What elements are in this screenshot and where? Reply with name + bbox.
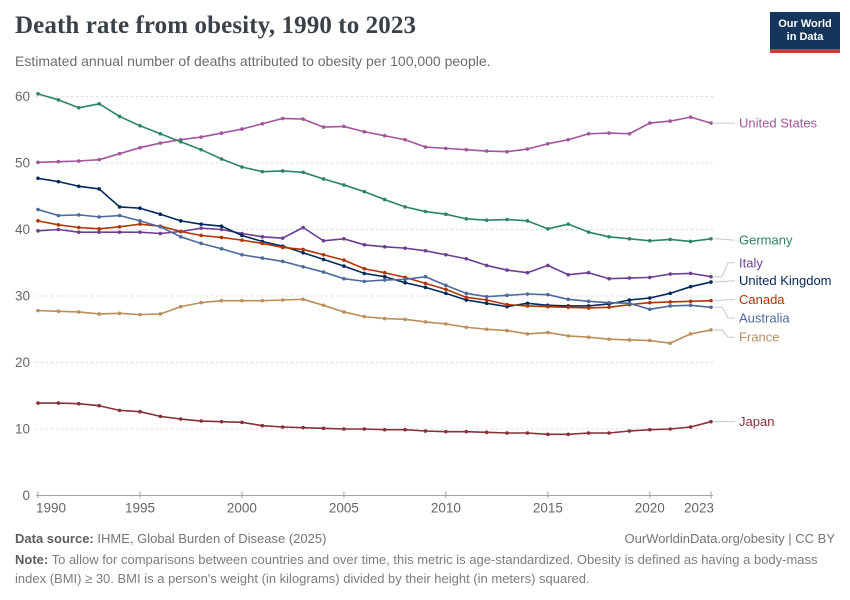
legend-label-australia[interactable]: Australia [739, 310, 790, 325]
gridlines [36, 96, 713, 430]
x-axis: 1990 1995 2000 2005 2010 2015 2020 2023 [36, 491, 714, 516]
series-germany[interactable] [36, 92, 713, 244]
plot-area[interactable]: 0 10 20 30 40 50 60 1990 1995 2000 2005 2010 2015 202… [0, 75, 850, 535]
chart-subtitle: Estimated annual number of deaths attrib… [15, 53, 491, 69]
note-text: To allow for comparisons between countri… [15, 552, 818, 586]
line-japan[interactable] [38, 402, 712, 436]
page-title: Death rate from obesity, 1990 to 2023 [15, 12, 417, 39]
series-italy[interactable] [36, 225, 713, 281]
legend-connector-germany [713, 238, 736, 241]
owid-url-link[interactable]: OurWorldinData.org/obesity | CC BY [624, 531, 836, 546]
series-france[interactable] [36, 297, 713, 346]
svg-text:2015: 2015 [533, 501, 563, 516]
legend-label-united-kingdom[interactable]: United Kingdom [739, 273, 832, 288]
line-france[interactable] [37, 298, 712, 345]
line-united-kingdom[interactable] [37, 177, 712, 308]
line-united-states[interactable] [37, 116, 712, 164]
data-source-value[interactable]: IHME, Global Burden of Disease (2025) [97, 531, 327, 546]
svg-text:10: 10 [15, 422, 30, 437]
svg-text:2020: 2020 [635, 501, 665, 516]
svg-text:1995: 1995 [125, 501, 155, 516]
data-source-label: Data source: [15, 531, 94, 546]
legend-label-italy[interactable]: Italy [739, 255, 763, 270]
series-united-states[interactable] [36, 115, 713, 165]
legend-connector-italy [714, 262, 735, 278]
data-source-line: Data source: IHME, Global Burden of Dise… [15, 531, 326, 546]
legend-label-japan[interactable]: Japan [739, 414, 774, 429]
series-japan[interactable] [36, 401, 713, 437]
svg-text:2000: 2000 [227, 501, 257, 516]
owid-logo-line2: in Data [786, 31, 824, 43]
svg-text:60: 60 [15, 89, 30, 104]
svg-text:2005: 2005 [329, 501, 359, 516]
note-label: Note: [15, 552, 49, 567]
svg-text:40: 40 [15, 222, 30, 237]
legend-label-canada[interactable]: Canada [739, 292, 785, 307]
legend-connector-canada [713, 298, 736, 302]
svg-text:50: 50 [15, 156, 30, 171]
series-australia[interactable] [36, 207, 713, 312]
svg-text:0: 0 [22, 488, 30, 503]
svg-text:2023: 2023 [684, 501, 714, 516]
chart-note: Note: To allow for comparisons between c… [15, 550, 835, 588]
series-canada[interactable] [36, 219, 713, 310]
legend-connector-france [714, 329, 735, 338]
series-united-kingdom[interactable] [36, 176, 713, 309]
line-canada[interactable] [37, 220, 712, 309]
line-chart-canvas[interactable]: 0 10 20 30 40 50 60 1990 1995 2000 2005 2010 2015 202… [0, 75, 850, 535]
line-germany[interactable] [37, 93, 712, 243]
svg-text:20: 20 [15, 355, 30, 370]
y-axis-labels: 0 10 20 30 40 50 60 [15, 89, 30, 503]
legend-label-germany[interactable]: Germany [739, 233, 793, 248]
owid-logo-line1: Our World [778, 18, 832, 30]
svg-text:1990: 1990 [36, 501, 66, 516]
svg-text:2010: 2010 [431, 501, 461, 516]
legend-label-france[interactable]: France [739, 330, 779, 345]
chart-footer: Data source: IHME, Global Burden of Dise… [15, 531, 835, 588]
line-australia[interactable] [37, 208, 712, 311]
legend-connector-united-kingdom [713, 280, 736, 283]
legend-connector-australia [714, 306, 735, 319]
line-italy[interactable] [37, 226, 712, 280]
legend-label-united-states[interactable]: United States [739, 116, 818, 131]
owid-logo[interactable]: Our World in Data [770, 12, 840, 53]
svg-text:30: 30 [15, 289, 30, 304]
